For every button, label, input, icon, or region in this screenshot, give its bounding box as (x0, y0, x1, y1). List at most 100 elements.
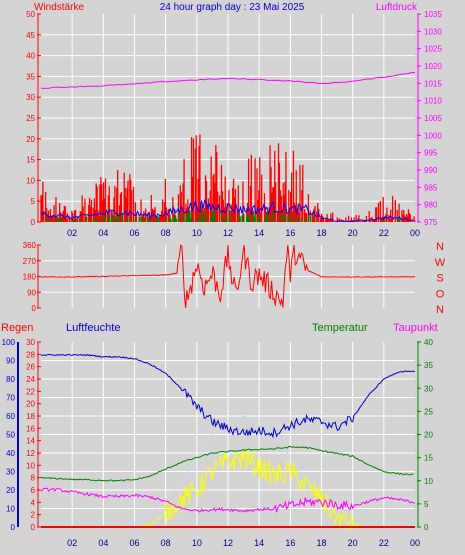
temperature-tick-label: 30 (424, 384, 433, 393)
wind-tick-label: 50 (26, 10, 35, 19)
direction-tick-label: 270 (23, 257, 37, 266)
wind-tick-label: 45 (26, 31, 35, 40)
rain-tick-label: 18 (26, 412, 35, 421)
wind-tick-label: 15 (26, 156, 35, 165)
wind-tick-label: 0 (31, 218, 36, 227)
wind-tick-label: 40 (26, 52, 35, 61)
temperature-tick-label: 35 (424, 361, 433, 370)
humidity-x-tick-label: 04 (98, 538, 108, 548)
rain-tick-label: 24 (26, 375, 35, 384)
wind-x-tick-label: 14 (254, 228, 264, 238)
humidity-x-tick-label: 08 (161, 538, 171, 548)
chart-title: 24 hour graph day : 23 Mai 2025 (160, 2, 305, 13)
rain-tick-label: 30 (26, 338, 35, 347)
direction-tick-label: 90 (27, 288, 36, 297)
wind-x-tick-label: 16 (285, 228, 295, 238)
humidity-x-tick-label: 12 (223, 538, 233, 548)
humidity-tick-label: 50 (6, 431, 15, 440)
rain-tick-label: 12 (26, 449, 35, 458)
rain-tick-label: 6 (31, 486, 36, 495)
temperature-tick-label: 20 (424, 431, 433, 440)
humidity-x-tick-label: 00 (410, 538, 420, 548)
humidity-tick-label: 40 (6, 449, 15, 458)
wind-tick-label: 5 (31, 197, 36, 206)
wind-tick-label: 10 (26, 176, 35, 185)
temperature-tick-label: 25 (424, 407, 433, 416)
wind-x-tick-label: 06 (129, 228, 139, 238)
rain-tick-label: 4 (31, 498, 36, 507)
temperature-tick-label: 40 (424, 338, 433, 347)
humidity-x-tick-label: 02 (67, 538, 77, 548)
compass-label: W (435, 257, 446, 269)
humidity-axis-label: Luftfeuchte (66, 322, 120, 334)
pressure-line (40, 71, 416, 89)
dewpoint-axis-label: Taupunkt (393, 322, 438, 334)
pressure-tick-label: 995 (424, 149, 438, 158)
temperature-tick-label: 15 (424, 454, 433, 463)
rain-tick-label: 26 (26, 363, 35, 372)
dewpoint-line (40, 487, 416, 513)
direction-tick-label: 180 (23, 273, 37, 282)
humidity-x-tick-label: 14 (254, 538, 264, 548)
wind-axis-label: Windstärke (34, 2, 84, 13)
humidity-tick-label: 20 (6, 486, 15, 495)
compass-label: O (436, 288, 445, 300)
rain-tick-label: 20 (26, 400, 35, 409)
avg-wind-line (40, 199, 414, 223)
wind-x-tick-label: 02 (67, 228, 77, 238)
rain-tick-label: 8 (31, 474, 36, 483)
temperature-axis-label: Temperatur (312, 322, 368, 334)
wind-x-tick-label: 20 (348, 228, 358, 238)
pressure-tick-label: 1030 (424, 27, 442, 36)
humidity-tick-label: 0 (11, 523, 16, 532)
humidity-tick-label: 60 (6, 412, 15, 421)
humidity-x-tick-label: 22 (379, 538, 389, 548)
rain-tick-label: 10 (26, 461, 35, 470)
wind-x-tick-label: 22 (379, 228, 389, 238)
compass-label: N (436, 241, 444, 253)
rain-tick-label: 0 (31, 523, 36, 532)
rain-tick-label: 16 (26, 424, 35, 433)
humidity-tick-label: 70 (6, 394, 15, 403)
wind-x-tick-label: 12 (223, 228, 233, 238)
wind-tick-label: 30 (26, 93, 35, 102)
pressure-tick-label: 1025 (424, 45, 442, 54)
pressure-tick-label: 1020 (424, 62, 442, 71)
rain-tick-label: 14 (26, 437, 35, 446)
temperature-tick-label: 10 (424, 477, 433, 486)
rain-tick-label: 28 (26, 350, 35, 359)
wind-x-tick-label: 08 (161, 228, 171, 238)
humidity-tick-label: 90 (6, 357, 15, 366)
pressure-tick-label: 1015 (424, 79, 442, 88)
temperature-line (41, 445, 414, 482)
pressure-tick-label: 1000 (424, 131, 442, 140)
wind-tick-label: 25 (26, 114, 35, 123)
compass-label: N (436, 304, 444, 316)
temperature-tick-label: 0 (424, 523, 429, 532)
rain-tick-label: 22 (26, 387, 35, 396)
wind-x-tick-label: 04 (98, 228, 108, 238)
pressure-tick-label: 975 (424, 218, 438, 227)
wind-x-tick-label: 00 (410, 228, 420, 238)
humidity-x-tick-label: 10 (192, 538, 202, 548)
rain-axis-label: Regen (1, 322, 33, 334)
humidity-tick-label: 100 (2, 338, 16, 347)
humidity-tick-label: 80 (6, 375, 15, 384)
direction-tick-label: 360 (23, 241, 37, 250)
pressure-tick-label: 980 (424, 201, 438, 210)
rain-tick-label: 2 (31, 511, 36, 520)
pressure-tick-label: 985 (424, 183, 438, 192)
humidity-x-tick-label: 06 (129, 538, 139, 548)
humidity-x-tick-label: 18 (316, 538, 326, 548)
pressure-tick-label: 1010 (424, 97, 442, 106)
humidity-x-tick-label: 20 (348, 538, 358, 548)
pressure-tick-label: 990 (424, 166, 438, 175)
wind-tick-label: 20 (26, 135, 35, 144)
humidity-tick-label: 10 (6, 505, 15, 514)
wind-tick-label: 35 (26, 72, 35, 81)
humidity-tick-label: 30 (6, 468, 15, 477)
temperature-tick-label: 5 (424, 500, 429, 509)
humidity-x-tick-label: 16 (285, 538, 295, 548)
